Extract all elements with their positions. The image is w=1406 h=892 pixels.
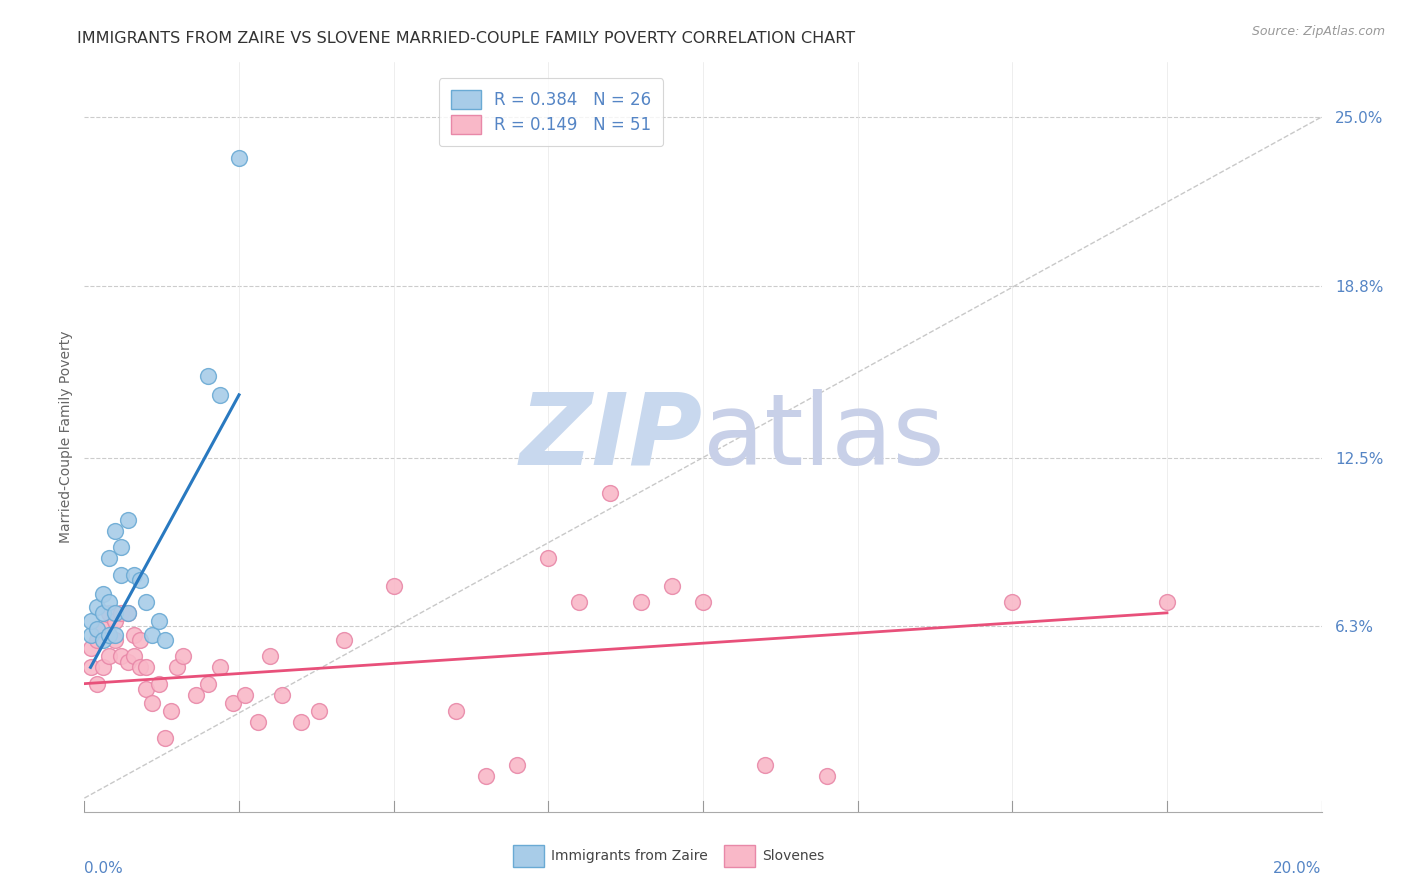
Point	[135, 660, 157, 674]
Point	[117, 606, 139, 620]
Text: 20.0%: 20.0%	[1274, 861, 1322, 876]
Point	[166, 660, 188, 674]
Point	[333, 633, 356, 648]
Text: atlas: atlas	[703, 389, 945, 485]
Point	[135, 682, 157, 697]
Point	[290, 714, 312, 729]
Point	[233, 688, 256, 702]
Point	[209, 660, 232, 674]
Text: IMMIGRANTS FROM ZAIRE VS SLOVENE MARRIED-COUPLE FAMILY POVERTY CORRELATION CHART: IMMIGRANTS FROM ZAIRE VS SLOVENE MARRIED…	[77, 31, 855, 46]
Point	[153, 731, 176, 746]
Point	[129, 660, 152, 674]
Point	[141, 627, 163, 641]
Point	[537, 551, 560, 566]
Text: 0.0%: 0.0%	[84, 861, 124, 876]
Legend: R = 0.384   N = 26, R = 0.149   N = 51: R = 0.384 N = 26, R = 0.149 N = 51	[439, 78, 662, 146]
Point	[184, 688, 207, 702]
Point	[246, 714, 269, 729]
Point	[153, 633, 176, 648]
Point	[98, 595, 121, 609]
Point	[160, 704, 183, 718]
Point	[815, 769, 838, 783]
Point	[122, 649, 145, 664]
Point	[91, 622, 114, 636]
Text: ZIP: ZIP	[520, 389, 703, 485]
Point	[599, 486, 621, 500]
Point	[79, 627, 101, 641]
Point	[98, 606, 121, 620]
Point	[122, 627, 145, 641]
Point	[661, 578, 683, 592]
Point	[117, 513, 139, 527]
Point	[91, 660, 114, 674]
Point	[1001, 595, 1024, 609]
Point	[79, 641, 101, 656]
Point	[135, 595, 157, 609]
Point	[98, 627, 121, 641]
Point	[104, 633, 127, 648]
Text: Slovenes: Slovenes	[762, 849, 824, 863]
Point	[197, 368, 219, 383]
Point	[259, 649, 281, 664]
Point	[228, 151, 250, 165]
Point	[104, 627, 127, 641]
Point	[79, 614, 101, 628]
Point	[110, 606, 132, 620]
Point	[382, 578, 405, 592]
Point	[104, 524, 127, 538]
Point	[148, 676, 170, 690]
Point	[91, 633, 114, 648]
Point	[110, 541, 132, 555]
Point	[117, 655, 139, 669]
Point	[692, 595, 714, 609]
Point	[104, 614, 127, 628]
Text: Source: ZipAtlas.com: Source: ZipAtlas.com	[1251, 25, 1385, 38]
Point	[98, 649, 121, 664]
Point	[91, 587, 114, 601]
Point	[110, 649, 132, 664]
Point	[209, 388, 232, 402]
Point	[104, 606, 127, 620]
Point	[475, 769, 498, 783]
Point	[308, 704, 330, 718]
Point	[271, 688, 294, 702]
Point	[197, 676, 219, 690]
Point	[98, 551, 121, 566]
Point	[86, 622, 108, 636]
Point	[110, 567, 132, 582]
Point	[172, 649, 194, 664]
Point	[444, 704, 467, 718]
Point	[148, 614, 170, 628]
Point	[91, 606, 114, 620]
Point	[568, 595, 591, 609]
Point	[117, 606, 139, 620]
Y-axis label: Married-Couple Family Poverty: Married-Couple Family Poverty	[59, 331, 73, 543]
Point	[86, 676, 108, 690]
Point	[141, 696, 163, 710]
Point	[1156, 595, 1178, 609]
Point	[506, 758, 529, 772]
Point	[129, 573, 152, 587]
Point	[86, 600, 108, 615]
Text: Immigrants from Zaire: Immigrants from Zaire	[551, 849, 707, 863]
Point	[129, 633, 152, 648]
Point	[222, 696, 245, 710]
Point	[122, 567, 145, 582]
Point	[86, 633, 108, 648]
Point	[754, 758, 776, 772]
Point	[79, 660, 101, 674]
Point	[630, 595, 652, 609]
